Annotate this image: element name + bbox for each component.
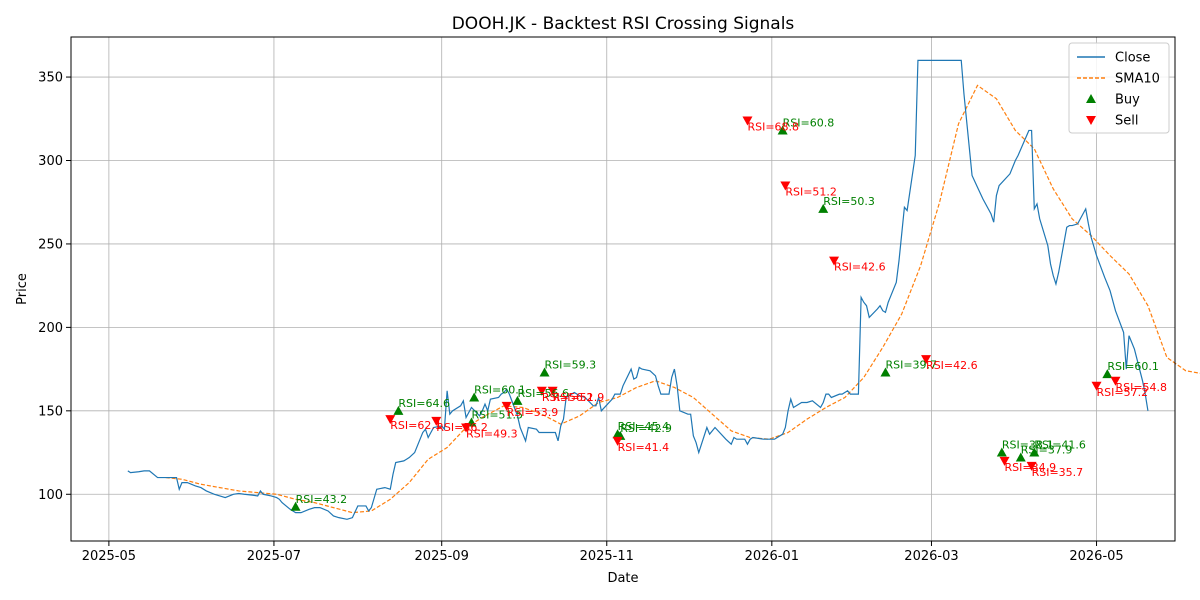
sell-annotation: RSI=56.2 [542,391,594,404]
sell-annotation: RSI=42.6 [926,359,978,372]
buy-marker [777,125,788,135]
buy-annotation: RSI=37.9 [1021,444,1073,457]
legend-box [1068,42,1170,134]
sell-marker [921,355,932,365]
buy-annotation: RSI=41.6 [1034,439,1086,452]
legend-label: Buy [1115,93,1140,108]
buy-annotation: RSI=56.6 [517,387,569,400]
buy-marker [1029,447,1040,457]
y-tick-label: 150 [38,404,63,419]
buy-marker [880,367,891,377]
sell-marker [1110,376,1121,386]
plot-frame [70,36,1176,542]
buy-annotation: RSI=64.6 [398,397,450,410]
buy-marker [290,501,301,511]
legend-label: SMA10 [1115,72,1160,87]
y-tick-label: 200 [38,321,63,336]
y-tick-label: 100 [38,488,63,503]
buy-annotation: RSI=60.8 [783,116,835,129]
x-tick-label: 2026-03 [904,549,958,564]
buy-marker [1015,452,1026,462]
y-axis-ticks: 100 150 200 250 300 350 [38,71,71,503]
sell-annotation: RSI=62.1 [390,419,442,432]
sell-marker [385,415,396,425]
y-axis-label: Price [15,273,30,305]
sell-marker [1026,461,1037,471]
x-tick-label: 2026-01 [745,549,799,564]
sell-annotation: RSI=53.9 [507,406,559,419]
sell-annotation: RSI=35.7 [1032,466,1084,479]
sell-marker [999,456,1010,466]
buy-marker [393,405,404,415]
buy-annotation: RSI=60.1 [1107,360,1159,373]
legend: Close SMA10 Buy Sell [1068,42,1170,134]
x-tick-label: 2025-05 [82,549,136,564]
signal-markers [290,116,1121,511]
sell-annotation: RSI=51.9 [553,391,605,404]
buy-marker [1102,369,1113,379]
sell-marker [461,423,472,433]
buy-annotation: RSI=45.4 [618,420,670,433]
sell-marker [780,181,791,191]
buy-annotation: RSI=60.1 [474,383,526,396]
sell-marker [536,386,547,396]
y-tick-label: 350 [38,71,63,86]
sell-annotation: RSI=42.6 [834,261,886,274]
legend-buy-swatch [1086,94,1096,103]
sell-annotation: RSI=49.3 [466,428,518,441]
sell-marker [829,256,840,266]
legend-label: Close [1115,51,1150,66]
x-tick-label: 2025-09 [415,549,469,564]
buy-marker [512,395,523,405]
sell-marker [501,401,512,411]
sell-annotation: RSI=41.4 [618,441,670,454]
legend-sell-swatch [1086,116,1096,125]
sma10-line [165,84,1200,514]
x-axis-label: Date [607,571,638,586]
chart-title: DOOH.JK - Backtest RSI Crossing Signals [452,14,795,34]
y-tick-label: 250 [38,237,63,252]
buy-marker [818,203,829,213]
buy-annotation: RSI=51.5 [471,409,523,422]
sell-annotation: RSI=54.8 [1115,381,1167,394]
buy-annotation: RSI=43.2 [296,493,348,506]
buy-annotation: RSI=59.3 [545,358,597,371]
signal-annotations: RSI=43.2RSI=64.6RSI=51.5RSI=60.1RSI=56.6… [296,116,1167,505]
buy-annotation: RSI=38.1 [1002,439,1054,452]
sell-annotation: RSI=51.2 [785,186,837,199]
buy-annotation: RSI=42.9 [620,422,672,435]
sell-marker [547,386,558,396]
buy-annotation: RSI=39.7 [885,358,937,371]
buy-marker [539,367,550,377]
x-axis-ticks: 2025-05 2025-07 2025-09 2025-11 2026-01 2026-… [82,541,1124,564]
y-tick-label: 300 [38,154,63,169]
series-layer [127,59,1200,520]
buy-marker [996,447,1007,457]
grid-lines [71,37,1175,541]
sell-annotation: RSI=57.2 [1097,386,1149,399]
sell-annotation: RSI=68.8 [747,120,799,133]
sell-marker [742,116,753,126]
sell-marker [1091,381,1102,391]
x-tick-label: 2025-07 [247,549,301,564]
sell-annotation: RSI=56.2 [436,421,488,434]
x-tick-label: 2025-11 [580,549,634,564]
sell-annotation: RSI=34.9 [1005,461,1057,474]
buy-marker [469,392,480,402]
buy-annotation: RSI=50.3 [823,195,875,208]
close-price-line [127,59,1149,520]
legend-label: Sell [1115,114,1138,129]
x-tick-label: 2026-05 [1069,549,1123,564]
sell-marker [612,436,623,446]
sell-marker [431,416,442,426]
